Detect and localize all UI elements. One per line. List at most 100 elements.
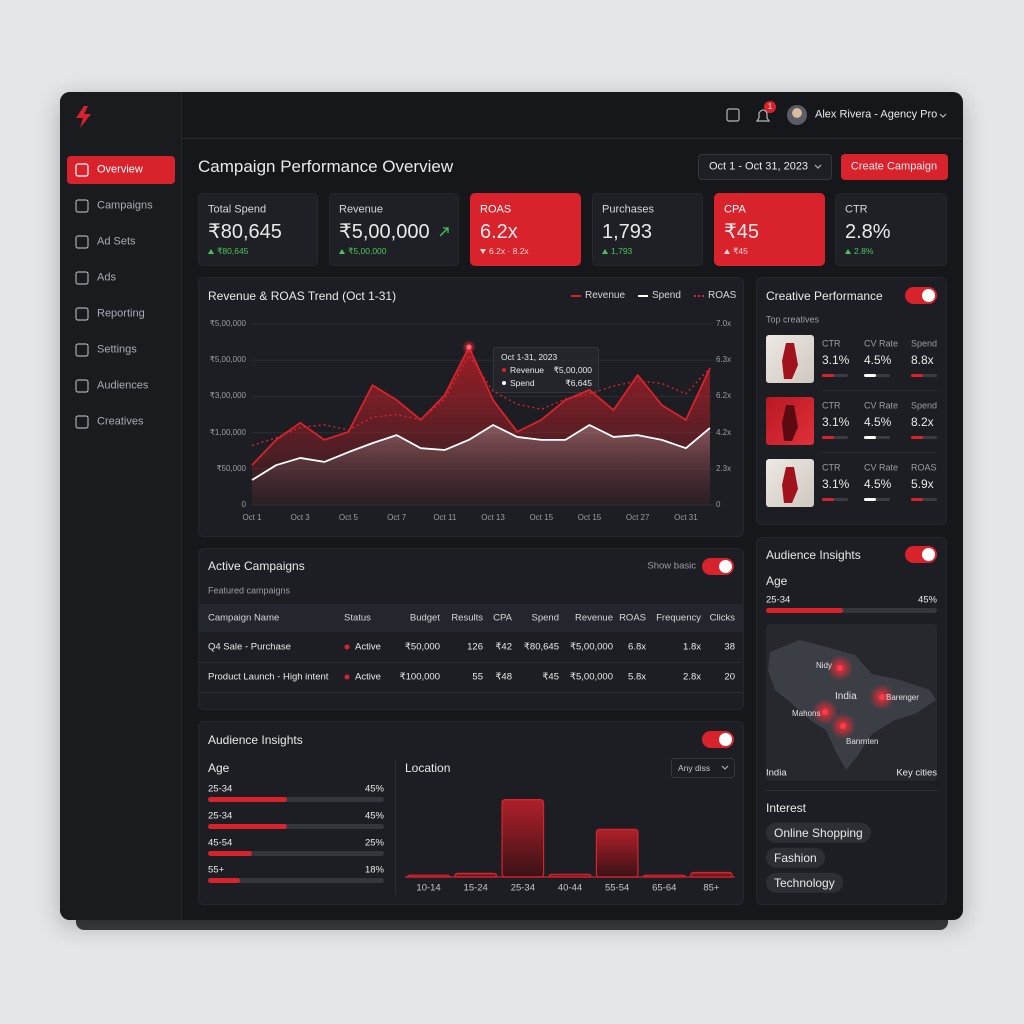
panel-subtitle: Top creatives: [766, 314, 820, 325]
metric-bar-track: [911, 436, 937, 439]
nav-item[interactable]: Settings: [97, 343, 137, 356]
metric-bar-track: [822, 436, 848, 439]
kpi-value: ₹5,00,000: [339, 221, 430, 243]
interest-chip[interactable]: Technology: [766, 872, 843, 894]
kpi-delta: ₹5,00,000: [348, 245, 387, 256]
column-header: Budget: [409, 612, 440, 624]
x-tick-label: 10-14: [416, 882, 441, 894]
filter-dropdown[interactable]: [671, 758, 735, 778]
legend-label: Revenue: [585, 290, 626, 301]
x-tick-label: Oct 5: [338, 513, 358, 523]
legend-label: Spend: [652, 290, 681, 301]
table-cell: 20: [724, 671, 735, 683]
nav-item[interactable]: Reporting: [97, 307, 145, 320]
bar-track: [208, 878, 384, 883]
age-group: 25-34: [208, 810, 233, 822]
table-cell: ₹42: [495, 641, 512, 653]
kpi-value: 6.2x: [480, 221, 518, 243]
sidebar: [60, 92, 182, 920]
bar: [208, 851, 252, 856]
metric-bar: [864, 374, 876, 377]
date-range[interactable]: Oct 1 - Oct 31, 2023: [709, 160, 809, 173]
table-cell: ₹45: [542, 671, 559, 683]
table-cell: ₹80,645: [523, 641, 559, 653]
table-cell: 2.8x: [683, 671, 701, 683]
x-tick-label: 85+: [703, 882, 720, 894]
kpi-value: 1,793: [602, 221, 653, 243]
table-cell: ₹5,00,000: [569, 641, 613, 653]
metric-bar: [822, 498, 834, 501]
x-tick-label: 15-24: [463, 882, 488, 894]
kpi-delta: ₹45: [733, 245, 748, 256]
toggle-knob: [922, 548, 935, 561]
interest-chip[interactable]: Online Shopping: [766, 822, 871, 844]
tooltip-value: ₹5,00,000: [553, 364, 593, 375]
column-header: Results: [451, 612, 483, 624]
user-name[interactable]: Alex Rivera - Agency Pro: [815, 108, 938, 121]
y-tick-label: ₹5,00,000: [209, 319, 246, 329]
y-tick-label: 0: [241, 500, 246, 510]
metric-bar: [864, 436, 876, 439]
kpi-card: [329, 193, 459, 266]
metric-value: 3.1%: [822, 414, 850, 429]
city-label: Banrnten: [846, 737, 879, 747]
age-group: 45-54: [208, 837, 233, 849]
row-separator: [199, 692, 743, 693]
section-title: Age: [766, 573, 788, 588]
age-value: 25%: [364, 837, 384, 849]
column-header: Clicks: [709, 612, 735, 624]
y2-tick-label: 4.2x: [716, 427, 732, 437]
y-tick-label: ₹3,00,000: [209, 391, 246, 401]
create-campaign[interactable]: Create Campaign: [850, 160, 938, 173]
kpi-delta: ₹80,645: [217, 245, 249, 256]
y-tick-label: ₹50,000: [216, 464, 246, 473]
nav-item[interactable]: Audiences: [97, 379, 149, 392]
age-group: 25-34: [766, 594, 791, 606]
legend-label: ROAS: [708, 290, 737, 301]
notification-count: 1: [767, 102, 773, 112]
column-header: Spend: [531, 612, 559, 624]
panel-title: Creative Performance: [766, 288, 883, 303]
kpi-card: [198, 193, 318, 266]
table-cell: ₹5,00,000: [569, 671, 613, 683]
tooltip-value: ₹6,645: [565, 377, 592, 388]
x-tick-label: 65-64: [652, 882, 677, 894]
nav-item[interactable]: Creatives: [97, 415, 144, 428]
table-cell: ₹50,000: [404, 641, 440, 653]
nav-item[interactable]: Ad Sets: [97, 235, 136, 248]
divider: [395, 760, 396, 895]
chart-title: Location: [405, 760, 451, 775]
create-campaign-button[interactable]: [841, 154, 948, 180]
table-cell: 1.8x: [683, 641, 701, 653]
avatar[interactable]: [787, 105, 807, 125]
bar: [208, 878, 240, 883]
y2-tick-label: 2.3x: [716, 464, 732, 473]
table-cell: 55: [472, 671, 483, 683]
city-label: India: [835, 691, 857, 702]
nav-item[interactable]: Ads: [97, 271, 116, 284]
table-cell: 126: [467, 641, 483, 653]
x-tick-label: 40-44: [557, 882, 583, 894]
table-cell: ₹48: [495, 671, 512, 683]
metric-bar: [864, 498, 876, 501]
column-header: ROAS: [619, 612, 646, 624]
metric-bar-track: [864, 374, 890, 377]
panel-title: Active Campaigns: [208, 558, 305, 573]
metric-bar: [911, 498, 923, 501]
nav-item[interactable]: Overview: [97, 163, 143, 176]
column-header: Revenue: [574, 612, 613, 624]
interest-chip[interactable]: Fashion: [766, 847, 825, 869]
panel: [198, 277, 744, 537]
nav-item[interactable]: Campaigns: [97, 199, 153, 212]
metric-label: CTR: [822, 338, 841, 349]
creative-thumbnail: [766, 397, 814, 445]
column-header: Status: [344, 612, 371, 624]
metric-label: CTR: [822, 400, 841, 411]
panel-subtitle: Featured campaigns: [208, 585, 291, 596]
date-range-button[interactable]: [698, 154, 832, 180]
metric-bar-track: [911, 498, 937, 501]
metric-bar-track: [822, 498, 848, 501]
filter-label[interactable]: Any diss: [678, 762, 711, 773]
bar-track: [208, 824, 384, 829]
